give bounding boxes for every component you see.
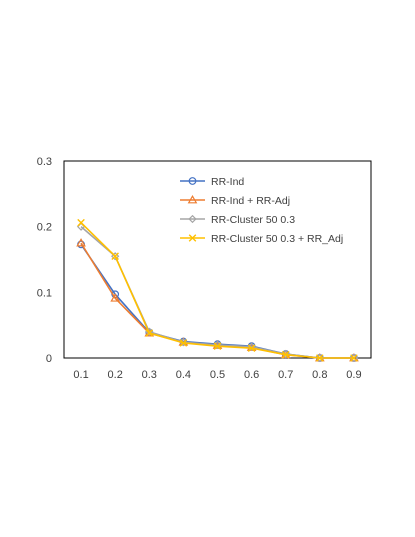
x-tick-label: 0.4 <box>176 369 191 381</box>
data-point <box>179 339 188 347</box>
plot-area <box>63 160 372 359</box>
y-tick-label: 0 <box>46 353 52 365</box>
legend-marker <box>188 234 197 242</box>
legend-label: RR-Ind <box>211 176 244 188</box>
legend-item: RR-Cluster 50 0.3 <box>180 214 295 226</box>
data-point <box>350 354 358 362</box>
legend-item: RR-Ind <box>180 176 244 188</box>
legend-item: RR-Cluster 50 0.3 + RR_Adj <box>180 233 343 245</box>
legend-marker <box>187 194 198 204</box>
data-point <box>281 350 290 359</box>
series-layer <box>76 218 359 363</box>
data-point <box>76 238 86 247</box>
y-tick-label: 0.2 <box>37 222 52 234</box>
data-point <box>247 344 256 352</box>
x-tick-label: 0.8 <box>312 369 327 381</box>
data-point <box>316 354 324 362</box>
x-tick-label: 0.9 <box>346 369 361 381</box>
y-axis-ticks: 0 0.1 0.2 0.3 <box>37 156 52 365</box>
data-point <box>349 353 359 363</box>
legend: RR-Ind RR-Ind + RR-Adj RR-Cluster 50 0.3 RR… <box>180 176 343 245</box>
legend-marker <box>188 214 197 224</box>
data-point <box>315 353 324 363</box>
legend-item: RR-Ind + RR-Adj <box>180 194 290 207</box>
x-tick-label: 0.2 <box>108 369 123 381</box>
data-point <box>77 218 85 227</box>
legend-label: RR-Ind + RR-Adj <box>211 195 290 207</box>
data-point <box>145 329 154 337</box>
data-point <box>111 252 119 261</box>
data-point <box>110 293 121 302</box>
data-point <box>213 342 222 350</box>
x-tick-label: 0.1 <box>73 369 88 381</box>
x-tick-label: 0.3 <box>142 369 157 381</box>
x-tick-label: 0.6 <box>244 369 259 381</box>
legend-label: RR-Cluster 50 0.3 + RR_Adj <box>211 233 343 245</box>
x-axis-ticks: 0.1 0.2 0.3 0.4 0.5 0.6 0.7 0.8 0.9 <box>73 369 361 381</box>
legend-label: RR-Cluster 50 0.3 <box>211 214 295 226</box>
y-tick-label: 0.3 <box>37 156 52 168</box>
legend-marker <box>188 177 197 185</box>
x-tick-label: 0.7 <box>278 369 293 381</box>
series-4 <box>77 218 358 362</box>
x-tick-label: 0.5 <box>210 369 225 381</box>
y-tick-label: 0.1 <box>37 287 52 299</box>
